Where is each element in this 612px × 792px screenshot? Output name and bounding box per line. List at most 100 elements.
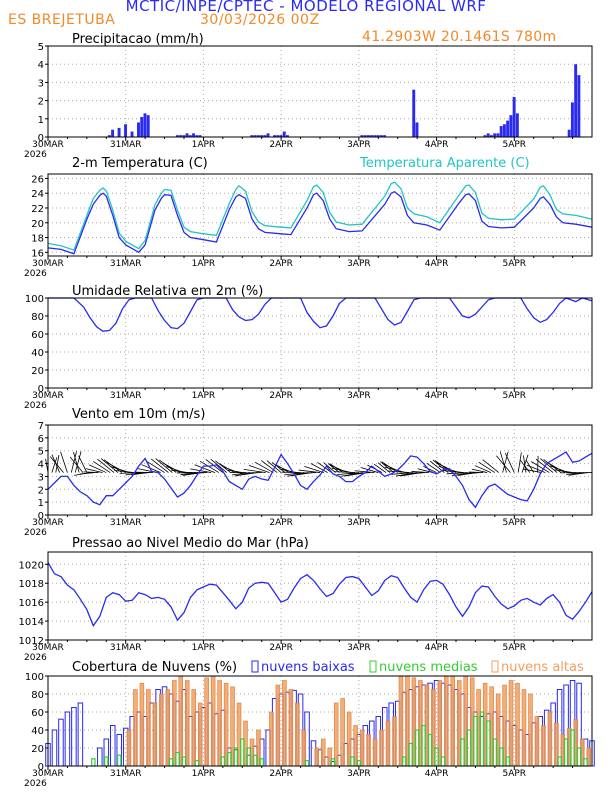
precip-bar: [143, 113, 147, 137]
x-tick-label: 3APR: [347, 769, 371, 779]
precip-bar: [179, 135, 183, 137]
wind-barb: [334, 471, 355, 473]
cloud-mid-bar: [194, 759, 200, 767]
cloud-high-bar: [275, 684, 281, 767]
cloud-high-bar: [333, 702, 339, 767]
wind-barb: [228, 469, 243, 473]
cloud-mid-bar: [304, 759, 310, 767]
cloud-high-bar: [547, 711, 553, 767]
precip-bar: [415, 122, 419, 137]
y-tick-label: 3: [38, 472, 44, 483]
legend-label: Temperatura Aparente (C): [359, 156, 530, 171]
precip-bar: [490, 135, 493, 137]
legend-label: nuvens baixas: [261, 660, 355, 675]
wind-barb: [69, 456, 84, 473]
x-tick-label: 2APR: [269, 391, 293, 401]
panel-frame: [47, 675, 593, 767]
precip-bar: [266, 133, 270, 137]
y-tick-label: 1014: [19, 617, 44, 628]
cloud-mid-bar: [104, 756, 109, 767]
wind-barb: [55, 454, 60, 473]
precip-bar: [506, 120, 510, 137]
cloud-low-bar: [109, 725, 116, 767]
precip-bar: [198, 135, 202, 137]
x-tick-label: 3APR: [347, 140, 371, 150]
cloud-low-bar: [71, 707, 77, 767]
cloud-mid-bar: [401, 756, 407, 767]
panel-precip: 0 1 2 3 4 5 30MAR 31MAR 1APR 2APR 3APR 4APR 5APR 2026…: [24, 32, 593, 160]
y-tick-label: 1016: [19, 598, 44, 609]
cloud-high-bar: [217, 680, 222, 767]
y-tick-label: 20: [31, 219, 44, 230]
wind-barb: [471, 468, 488, 473]
x-tick-label: 31MAR: [110, 140, 142, 150]
x-tick-label: 31MAR: [110, 769, 142, 779]
x-tick-label: 5APR: [502, 769, 526, 779]
y-tick-label: 1018: [19, 579, 44, 590]
y-tick-label: 6: [38, 434, 44, 445]
precip-bar: [376, 135, 380, 137]
wind-barb: [523, 468, 542, 473]
y-tick-label: 80: [31, 312, 44, 323]
cloud-high-bar: [521, 689, 527, 767]
y-tick-label: 40: [31, 348, 44, 359]
wind-barb: [85, 468, 103, 473]
wind-barb: [93, 461, 111, 473]
precip-bar: [502, 124, 506, 137]
x-year-label: 2026: [24, 401, 47, 411]
cloud-low-bar: [97, 747, 103, 767]
series-line: [47, 190, 593, 255]
cloud-high-bar: [379, 729, 384, 767]
precip-bar: [379, 135, 383, 137]
y-tick-label: 7: [38, 421, 44, 432]
wind-barb: [78, 455, 88, 473]
x-tick-label: 31MAR: [110, 643, 142, 653]
y-tick-label: 80: [31, 690, 44, 701]
precip-bar: [286, 135, 289, 137]
panel-frame: [47, 551, 593, 641]
wind-barb: [97, 458, 115, 473]
precip-bar: [107, 135, 111, 137]
wind-barb: [60, 451, 68, 473]
x-year-label: 2026: [24, 150, 47, 160]
precip-bar: [366, 135, 370, 137]
cloud-mid-bar: [492, 738, 498, 767]
y-tick-label: 3: [38, 78, 44, 89]
wind-barb: [49, 456, 64, 473]
wind-barb: [531, 461, 550, 473]
panel-clouds: 0 20 40 60 80 100 30MAR 31MAR 1APR 2APR 3APR 4APR 5A…: [24, 660, 595, 789]
y-tick-label: 1: [38, 115, 44, 126]
cloud-high-bar: [372, 738, 378, 767]
y-tick-label: 2: [38, 97, 44, 108]
wind-barb: [215, 460, 231, 473]
wind-barb: [554, 469, 573, 473]
wind-barb: [537, 455, 539, 473]
precip-bar: [182, 135, 186, 137]
x-tick-label: 3APR: [347, 643, 371, 653]
cloud-high-bar: [152, 702, 158, 767]
precip-bar: [577, 75, 581, 137]
y-tick-label: 22: [31, 204, 44, 215]
x-tick-label: 2APR: [269, 140, 293, 150]
y-tick-label: 100: [25, 294, 44, 305]
wind-barb: [337, 472, 359, 476]
wind-barb: [73, 451, 80, 473]
y-tick-label: 60: [31, 330, 44, 341]
precip-bar: [276, 135, 280, 137]
cloud-mid-bar: [175, 751, 180, 767]
legend-swatch: [491, 660, 499, 673]
precip-bar: [124, 124, 128, 137]
cloud-mid-bar: [168, 758, 174, 767]
cloud-mid-bar: [227, 751, 232, 767]
x-tick-label: 5APR: [502, 518, 526, 528]
cloud-mid-bar: [563, 738, 569, 767]
cloud-high-bar: [366, 734, 371, 767]
cloud-high-bar: [340, 698, 345, 767]
precip-bar: [370, 135, 374, 137]
wind-barb: [74, 451, 82, 473]
cloud-high-bar: [508, 680, 514, 767]
x-tick-label: 4APR: [425, 259, 449, 269]
cloud-mid-bar: [557, 756, 562, 767]
y-tick-label: 1012: [19, 636, 44, 647]
x-tick-label: 4APR: [425, 391, 449, 401]
